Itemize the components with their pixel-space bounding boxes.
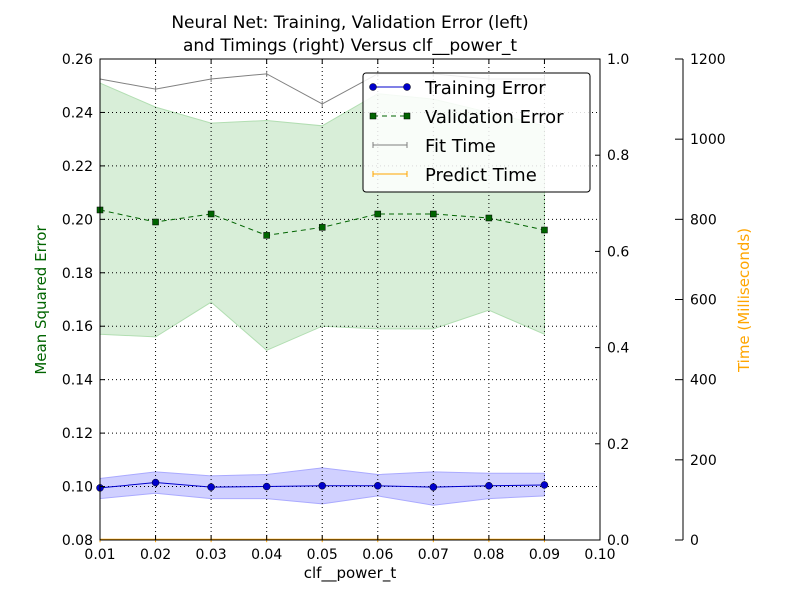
point-training-error [429,483,438,491]
x-tick-label: 0.06 [362,547,393,563]
y-right-inner-tick-label: 0.4 [607,341,629,357]
y-left-tick-label: 0.24 [62,105,93,121]
legend-marker [403,83,411,91]
plot-frame [99,58,601,541]
x-tick-label: 0.09 [529,547,560,563]
y-axis-right-outer-ticks: 0 200 400 600 800 1000 1200 [675,52,726,549]
x-axis-label: clf__power_t [304,564,397,583]
y-right-inner-tick-label: 0.6 [607,244,629,260]
y-left-tick-label: 0.14 [62,373,93,389]
y-axis-left-ticks: 0.08 0.10 0.12 0.14 0.16 0.18 0.20 0.22 0.24 0.26 [62,52,105,549]
x-tick-label: 0.02 [140,547,171,563]
y-right-outer-tick-label: 600 [690,293,717,309]
y-right-outer-tick-label: 200 [690,453,717,469]
point-training-error [485,482,493,490]
y-axis-right-inner-ticks: 0.0 0.2 0.4 0.6 0.8 1.0 [595,52,629,549]
legend-marker [403,112,411,120]
legend-label: Training Error [424,78,546,99]
y-left-tick-label: 0.16 [62,319,93,335]
y-left-tick-label: 0.18 [62,266,93,282]
x-tick-label: 0.08 [473,547,504,563]
y-left-tick-label: 0.26 [62,52,93,68]
point-training-error [262,482,271,491]
x-tick-label: 0.10 [584,547,615,563]
y-left-tick-label: 0.22 [62,159,93,175]
y-right-outer-tick-label: 0 [690,533,699,549]
chart-legend: Training Error Validation Error Fit Time Pr… [362,72,591,193]
point-validation-error [318,224,326,231]
y-left-tick-label: 0.08 [62,533,93,549]
x-axis-ticks: 0.01 0.02 0.03 0.04 0.05 0.06 0.07 0.08 0.09 0.10 [84,59,616,563]
point-training-error [374,482,382,490]
x-tick-label: 0.05 [307,547,338,563]
point-validation-error [263,232,270,239]
legend-marker [369,83,377,91]
y-right-inner-tick-label: 0.0 [607,533,629,549]
point-training-error [540,481,549,489]
legend-label: Validation Error [425,107,564,128]
point-validation-error [152,218,159,226]
chart-title-line-2: and Timings (right) Versus clf__power_t [183,36,517,56]
point-validation-error [430,210,437,218]
chart-title-line-1: Neural Net: Training, Validation Error (… [171,13,528,33]
point-validation-error [485,214,493,222]
point-training-error [207,483,215,491]
y-right-inner-tick-label: 0.8 [607,148,629,164]
legend-label: Predict Time [425,165,537,186]
y-axis-right-label: Time (Milliseconds) [735,228,753,373]
y-right-outer-tick-label: 1000 [690,132,726,148]
x-tick-label: 0.01 [84,547,115,563]
point-validation-error [207,210,215,218]
y-right-outer-tick-label: 800 [690,212,717,228]
point-validation-error [541,226,548,234]
y-left-tick-label: 0.10 [62,480,93,496]
point-training-error [151,478,160,487]
y-right-inner-tick-label: 0.2 [607,437,629,453]
y-left-tick-label: 0.12 [62,426,93,442]
x-tick-label: 0.04 [251,547,282,563]
y-left-tick-label: 0.20 [62,212,93,228]
y-axis-left-label: Mean Squared Error [32,225,50,375]
y-right-outer-tick-label: 1200 [690,52,726,68]
legend-label: Fit Time [425,136,496,157]
point-validation-error [374,210,382,218]
y-right-inner-tick-label: 1.0 [607,52,629,68]
point-training-error [318,482,326,490]
x-tick-label: 0.07 [418,547,449,563]
x-tick-label: 0.03 [196,547,227,563]
y-right-outer-tick-label: 400 [690,373,717,389]
legend-marker [369,112,377,120]
legend-box [362,72,591,193]
